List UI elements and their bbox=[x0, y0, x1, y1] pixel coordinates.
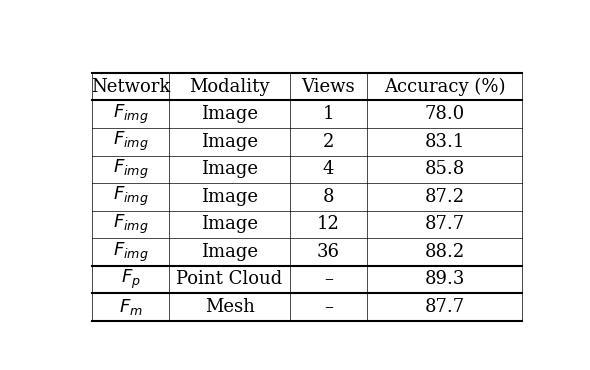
Text: 78.0: 78.0 bbox=[424, 105, 464, 123]
Text: Image: Image bbox=[201, 105, 258, 123]
Text: 2: 2 bbox=[323, 133, 334, 151]
Text: Modality: Modality bbox=[189, 78, 270, 96]
Text: 87.2: 87.2 bbox=[424, 188, 464, 206]
Text: Point Cloud: Point Cloud bbox=[176, 270, 283, 289]
Text: Image: Image bbox=[201, 160, 258, 178]
Text: 87.7: 87.7 bbox=[424, 298, 464, 316]
Text: $F_{img}$: $F_{img}$ bbox=[113, 185, 149, 208]
Text: Image: Image bbox=[201, 188, 258, 206]
Text: Image: Image bbox=[201, 243, 258, 261]
Text: $F_{img}$: $F_{img}$ bbox=[113, 158, 149, 181]
Text: $F_{img}$: $F_{img}$ bbox=[113, 102, 149, 126]
Text: –: – bbox=[324, 298, 333, 316]
Text: Mesh: Mesh bbox=[205, 298, 254, 316]
Text: $F_{img}$: $F_{img}$ bbox=[113, 240, 149, 263]
Text: Image: Image bbox=[201, 133, 258, 151]
Text: Network: Network bbox=[91, 78, 171, 96]
Text: 8: 8 bbox=[323, 188, 334, 206]
Text: 88.2: 88.2 bbox=[424, 243, 464, 261]
Text: 87.7: 87.7 bbox=[424, 215, 464, 233]
Text: 12: 12 bbox=[317, 215, 340, 233]
Text: $F_{img}$: $F_{img}$ bbox=[113, 130, 149, 153]
Text: Accuracy (%): Accuracy (%) bbox=[384, 78, 505, 96]
Text: 85.8: 85.8 bbox=[424, 160, 464, 178]
Text: –: – bbox=[324, 270, 333, 289]
Text: $F_p$: $F_p$ bbox=[121, 268, 140, 291]
Text: 4: 4 bbox=[323, 160, 334, 178]
Text: 83.1: 83.1 bbox=[424, 133, 465, 151]
Text: Image: Image bbox=[201, 215, 258, 233]
Text: $F_{img}$: $F_{img}$ bbox=[113, 213, 149, 236]
Text: $F_m$: $F_m$ bbox=[119, 297, 143, 317]
Text: Views: Views bbox=[301, 78, 355, 96]
Text: 89.3: 89.3 bbox=[424, 270, 465, 289]
Text: 1: 1 bbox=[323, 105, 334, 123]
Text: 36: 36 bbox=[317, 243, 340, 261]
